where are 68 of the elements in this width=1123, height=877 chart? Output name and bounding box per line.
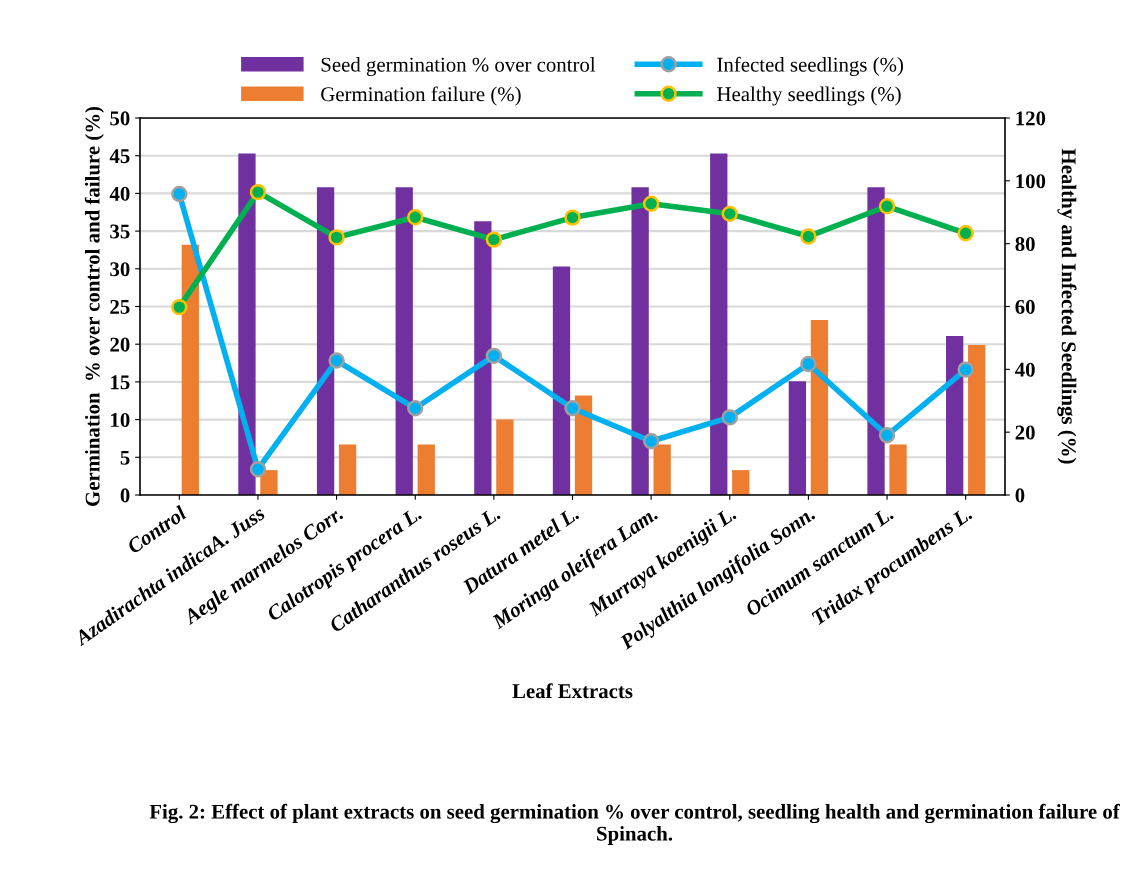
point (957, 361, 974, 378)
bar (867, 187, 885, 495)
point (564, 400, 581, 417)
point (642, 433, 660, 450)
point (800, 355, 817, 373)
point (485, 347, 503, 365)
point (407, 209, 424, 226)
y2-tick-label: 20 (1015, 425, 1035, 440)
point (171, 298, 188, 316)
y2-tick-label: 120 (1016, 111, 1046, 126)
point (878, 198, 896, 215)
y-tick-label: 15 (111, 375, 130, 390)
point (878, 427, 896, 444)
legend-label: Healthy seedlings (%) (717, 86, 901, 106)
bar (732, 470, 750, 495)
point (721, 205, 738, 223)
y-tick-label: 5 (120, 450, 130, 465)
bar (710, 153, 728, 495)
bar (181, 244, 199, 495)
point (328, 229, 345, 246)
point (800, 228, 817, 245)
point (407, 400, 424, 417)
bar (810, 320, 829, 495)
point (171, 185, 188, 203)
y2-tick-label: 0 (1015, 488, 1025, 503)
y-tick-label: 45 (109, 149, 130, 164)
point (328, 352, 345, 369)
bar (574, 395, 593, 495)
text: Fig. 2: Effect of plant extracts on seed germination % over control, seedling health and germination failure of Spinach. (149, 803, 1120, 845)
point (485, 231, 503, 248)
bar (260, 470, 278, 495)
bar (338, 444, 357, 495)
point (249, 461, 267, 478)
y-tick-label: 30 (110, 262, 130, 277)
y-tick-label: 40 (109, 186, 130, 201)
legend-label: Seed germination % over control (321, 57, 596, 76)
x-axis-title: Leaf Extracts (512, 683, 633, 699)
bar (631, 187, 649, 495)
bar (946, 335, 964, 495)
y-tick-label: 10 (111, 412, 130, 428)
y-tick-label: 25 (110, 299, 130, 314)
y-tick-label: 20 (110, 337, 130, 352)
point (721, 409, 738, 426)
y-tick-label: 50 (110, 111, 130, 126)
legend-label: Infected seedlings (%) (717, 56, 903, 76)
bar (552, 266, 571, 495)
bar (653, 444, 671, 495)
bar (496, 419, 514, 495)
y2-tick-label: 80 (1015, 237, 1035, 252)
y2-axis-title: Healthy and Infected Seedlings (%) (1057, 148, 1077, 464)
point (564, 209, 581, 226)
bar (968, 344, 986, 495)
bar (889, 444, 907, 495)
y-axis-title: Germination % over control and failure (%) (84, 106, 104, 506)
y-tick-label: 35 (110, 224, 130, 239)
point (957, 225, 974, 242)
bar (316, 187, 335, 495)
y2-tick-label: 60 (1015, 299, 1035, 314)
point (642, 195, 660, 212)
bar (474, 221, 492, 495)
bar (395, 187, 413, 495)
legend-label: Germination failure (%) (321, 86, 521, 106)
bar (788, 381, 807, 495)
y2-tick-label: 100 (1016, 174, 1046, 189)
bar (417, 444, 435, 495)
y2-tick-label: 40 (1015, 362, 1035, 377)
y-tick-label: 0 (120, 488, 130, 503)
point (249, 183, 267, 201)
